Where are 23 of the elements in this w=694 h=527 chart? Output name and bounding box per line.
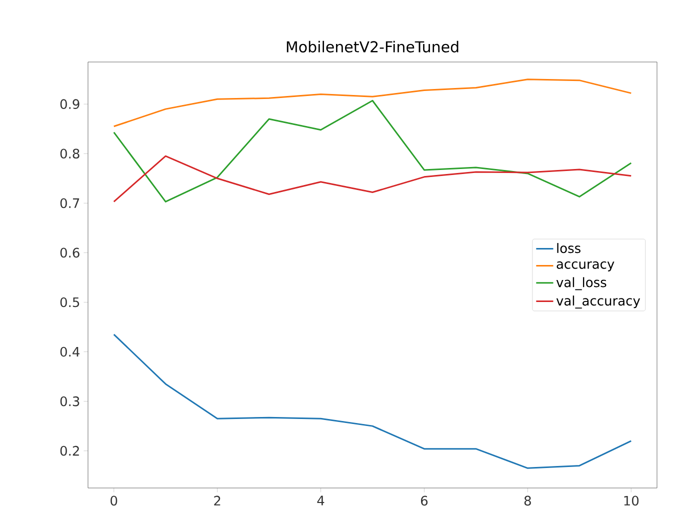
chart-title: MobilenetV2-FineTuned — [286, 40, 458, 52]
line-series — [113, 155, 632, 202]
legend-label: val_accuracy — [556, 296, 640, 309]
x-tick-label: 0 — [110, 496, 118, 506]
y-tick-label: 0.4 — [60, 346, 80, 357]
y-tick-label: 0.7 — [60, 198, 80, 208]
y-tick-label: 0.6 — [60, 248, 80, 258]
line-series — [113, 334, 632, 469]
y-tick-label: 0.3 — [60, 396, 80, 406]
y-tick-label: 0.8 — [60, 148, 80, 159]
legend-label: loss — [557, 243, 580, 254]
x-tick-label: 6 — [421, 496, 428, 506]
x-tick-label: 4 — [317, 496, 324, 506]
line-series — [113, 78, 632, 128]
x-tick-label: 10 — [624, 496, 639, 506]
y-tick-label: 0.2 — [60, 446, 79, 456]
y-tick-label: 0.5 — [60, 297, 80, 308]
x-tick-label: 8 — [524, 496, 531, 506]
legend-label: val_loss — [556, 277, 606, 290]
legend-label: accuracy — [556, 261, 614, 272]
line-series — [113, 100, 632, 202]
x-tick-label: 2 — [214, 496, 220, 506]
y-tick-label: 0.9 — [60, 99, 80, 110]
